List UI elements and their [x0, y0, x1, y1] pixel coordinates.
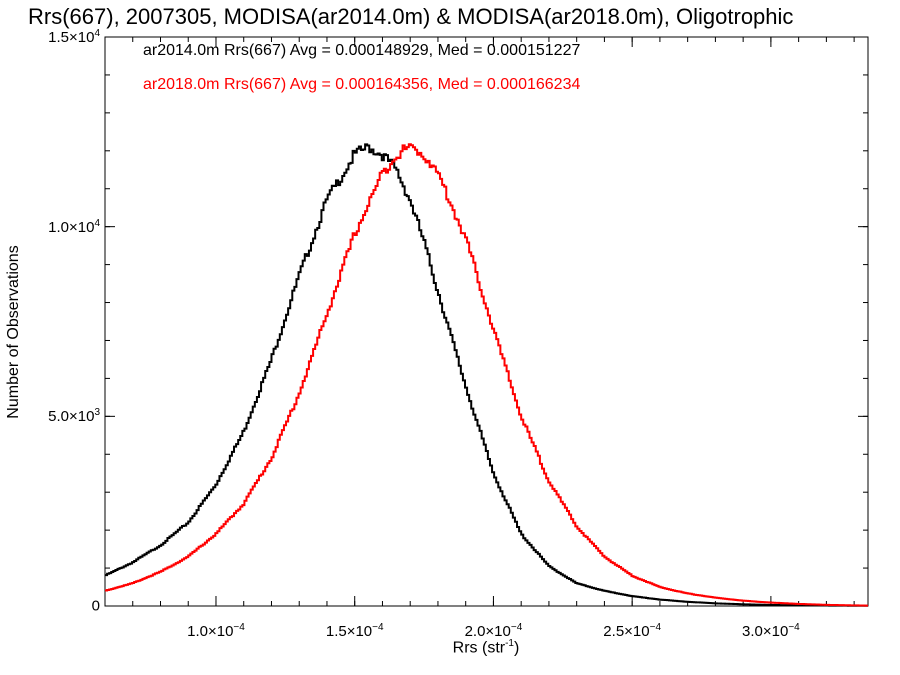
x-axis-label-close: ) [514, 639, 520, 657]
y-axis-label: Number of Observations [5, 245, 22, 419]
x-tick-label: 1.5×10−4 [325, 622, 384, 640]
annotation-ar2014: ar2014.0m Rrs(667) Avg = 0.000148929, Me… [143, 42, 581, 59]
series-line-ar2018.0m [105, 143, 868, 607]
x-axis-label: Rrs (str-1) [453, 638, 520, 657]
x-tick-label: 2.0×10−4 [464, 622, 523, 640]
y-tick-label: 0 [91, 597, 100, 615]
annotation-ar2018: ar2018.0m Rrs(667) Avg = 0.000164356, Me… [143, 76, 581, 93]
chart-title: Rrs(667), 2007305, MODISA(ar2014.0m) & M… [28, 4, 794, 29]
y-tick-label: 1.5×104 [48, 28, 100, 46]
x-axis-label-exponent: -1 [505, 638, 515, 649]
plot-frame [104, 36, 869, 607]
series-line-ar2014.0m [105, 143, 868, 607]
x-axis-label-text: Rrs (str [452, 639, 506, 657]
y-tick-label: 1.0×104 [48, 217, 100, 236]
x-tick-label: 2.5×10−4 [603, 622, 662, 640]
y-tick-label: 5.0×103 [48, 407, 100, 426]
x-tick-label: 3.0×10−4 [742, 622, 800, 640]
x-tick-label: 1.0×10−4 [187, 622, 245, 640]
